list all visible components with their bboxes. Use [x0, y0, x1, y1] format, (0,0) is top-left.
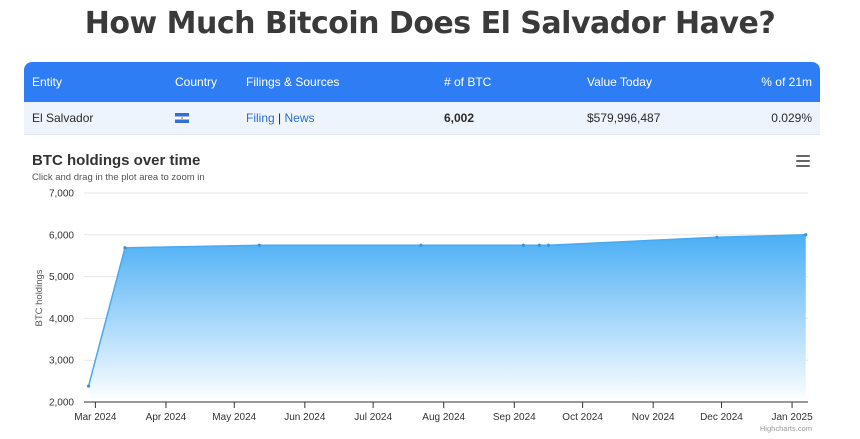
x-tick-label: Apr 2024 [146, 412, 187, 423]
x-tick-label: Sep 2024 [493, 412, 536, 423]
data-point [546, 243, 551, 247]
x-tick-label: Nov 2024 [632, 412, 675, 423]
chart-title: BTC holdings over time [32, 152, 201, 169]
header-btc[interactable]: # of BTC [444, 75, 492, 89]
data-point [419, 243, 423, 247]
table-header-row: Entity Country Filings & Sources # of BT… [24, 62, 820, 102]
header-pct[interactable]: % of 21m [761, 75, 812, 89]
y-tick-label: 4,000 [49, 314, 74, 325]
x-tick-label: Jun 2024 [284, 412, 326, 423]
cell-filings: Filing | News [246, 102, 315, 135]
holdings-table: Entity Country Filings & Sources # of BT… [24, 62, 820, 135]
x-tick-label: Aug 2024 [422, 412, 465, 423]
x-tick-label: May 2024 [212, 412, 256, 423]
series-area [87, 233, 806, 402]
data-point [521, 243, 526, 247]
data-point [257, 243, 261, 247]
cell-entity: El Salvador [32, 111, 94, 125]
data-point [804, 233, 808, 237]
series-points [86, 233, 808, 388]
x-tick-label: Oct 2024 [562, 412, 603, 423]
filing-link[interactable]: Filing [246, 111, 275, 125]
x-tick-label: Jan 2025 [771, 412, 813, 423]
link-separator: | [278, 111, 282, 125]
series-area-fill [88, 234, 806, 402]
header-value[interactable]: Value Today [587, 75, 652, 89]
y-tick-label: 5,000 [49, 272, 74, 283]
page-title: How Much Bitcoin Does El Salvador Have? [84, 6, 776, 41]
header-filings[interactable]: Filings & Sources [246, 75, 340, 89]
table-row: El Salvador Filing | News 6,002 $579,996… [24, 102, 820, 135]
header-entity[interactable]: Entity [32, 75, 63, 89]
y-tick-label: 7,000 [49, 189, 74, 200]
data-point [123, 246, 127, 250]
y-tick-label: 3,000 [49, 356, 74, 367]
y-tick-label: 2,000 [49, 398, 74, 409]
y-axis-title: BTC holdings [34, 269, 45, 326]
cell-country [175, 102, 189, 135]
data-point [715, 235, 719, 239]
chart-subtitle: Click and drag in the plot area to zoom … [32, 172, 205, 183]
highcharts-credit[interactable]: Highcharts.com [759, 424, 812, 433]
cell-btc: 6,002 [444, 111, 475, 125]
axes: 2,000 3,000 4,000 5,000 6,000 7,000 Mar 2024 Ap… [49, 189, 813, 424]
x-tick-label: Dec 2024 [700, 412, 743, 423]
y-tick-label: 6,000 [49, 230, 74, 241]
news-link[interactable]: News [284, 111, 315, 125]
hamburger-menu-icon[interactable] [796, 155, 810, 167]
data-point [537, 243, 541, 247]
cell-pct: 0.029% [771, 111, 812, 125]
header-country[interactable]: Country [175, 75, 218, 89]
data-point [86, 384, 91, 388]
cell-value: $579,996,487 [587, 111, 661, 125]
el-salvador-flag-icon [175, 112, 189, 123]
x-tick-label: Mar 2024 [74, 412, 117, 423]
x-tick-label: Jul 2024 [354, 412, 392, 423]
